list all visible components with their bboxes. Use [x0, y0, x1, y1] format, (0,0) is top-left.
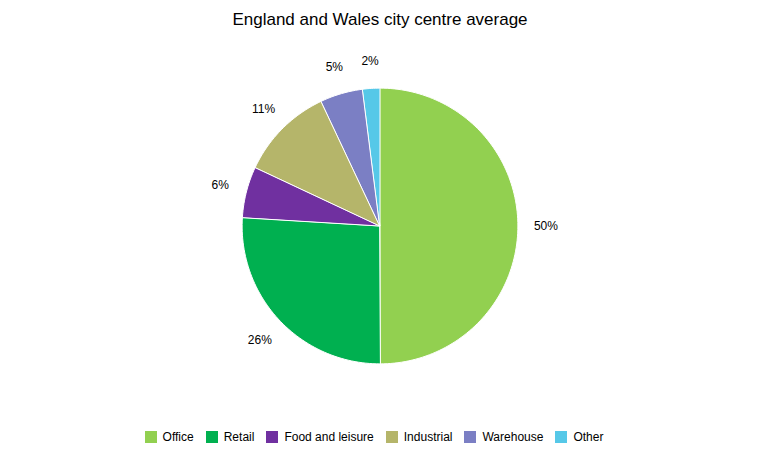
svg-text:50%: 50% [534, 219, 558, 233]
html-text:Retail: Retail [223, 429, 255, 444]
html-text:England and Wales city centre: England and Wales city centre average [232, 10, 528, 29]
html-text:Office: Office [162, 429, 194, 444]
svg-text:26%: 26% [248, 333, 272, 347]
html-text:Food and leisure: Food and leisure [284, 429, 374, 444]
svg-text:5%: 5% [326, 60, 344, 74]
svg-text:2%: 2% [361, 54, 379, 68]
html-text:Industrial: Industrial [403, 429, 453, 444]
html-text:Warehouse: Warehouse [482, 429, 544, 444]
svg-text:11%: 11% [252, 102, 275, 116]
svg-text:6%: 6% [212, 178, 230, 192]
html-text:Other: Other [573, 429, 604, 444]
